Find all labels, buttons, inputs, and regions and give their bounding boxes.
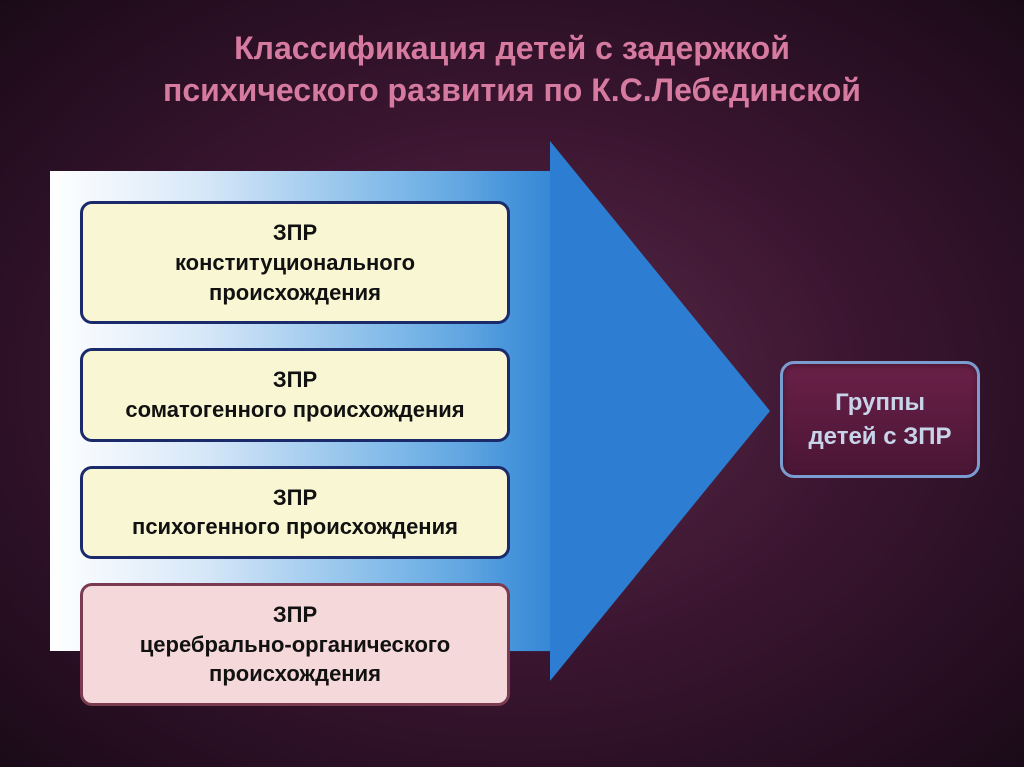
box-line: соматогенного происхождения: [103, 395, 487, 425]
box-line: происхождения: [103, 278, 487, 308]
slide-title: Классификация детей с задержкой психичес…: [0, 0, 1024, 111]
title-line-2: психического развития по К.С.Лебединской: [0, 70, 1024, 112]
box-line: ЗПР: [103, 218, 487, 248]
box-line: ЗПР: [103, 483, 487, 513]
box-cerebral-organic: ЗПР церебрально-органического происхожде…: [80, 583, 510, 706]
box-psychogenic: ЗПР психогенного происхождения: [80, 466, 510, 559]
box-line: конституционального: [103, 248, 487, 278]
result-line-1: Группы: [795, 386, 965, 420]
box-somatogenic: ЗПР соматогенного происхождения: [80, 348, 510, 441]
result-line-2: детей с ЗПР: [795, 420, 965, 454]
box-line: церебрально-органического: [103, 630, 487, 660]
category-boxes: ЗПР конституционального происхождения ЗП…: [80, 201, 510, 730]
title-line-1: Классификация детей с задержкой: [0, 28, 1024, 70]
box-line: ЗПР: [103, 365, 487, 395]
box-constitutional: ЗПР конституционального происхождения: [80, 201, 510, 324]
box-line: психогенного происхождения: [103, 512, 487, 542]
result-box: Группы детей с ЗПР: [780, 361, 980, 478]
diagram-container: ЗПР конституционального происхождения ЗП…: [0, 141, 1024, 741]
box-line: происхождения: [103, 659, 487, 689]
box-line: ЗПР: [103, 600, 487, 630]
